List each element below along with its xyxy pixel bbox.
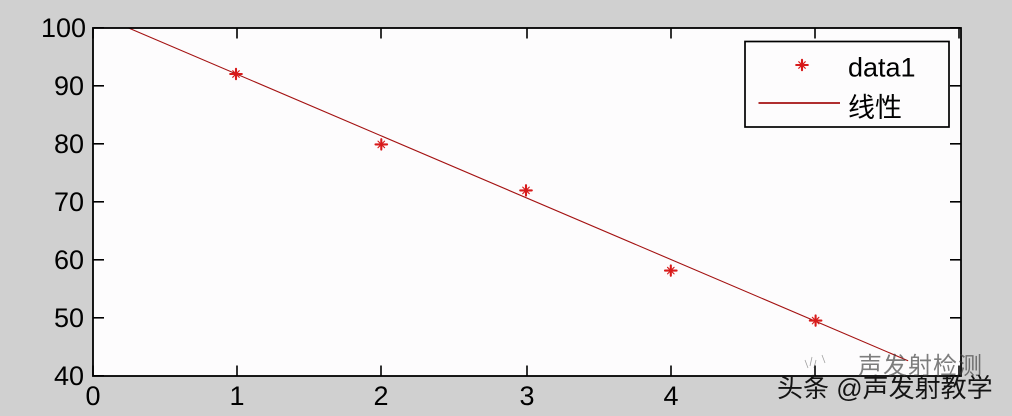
svg-text:4: 4 <box>663 381 678 411</box>
svg-text:70: 70 <box>54 187 84 217</box>
svg-text:80: 80 <box>54 129 84 159</box>
svg-text:0: 0 <box>85 381 100 411</box>
svg-text:50: 50 <box>54 303 84 333</box>
svg-text:90: 90 <box>54 71 84 101</box>
svg-text:100: 100 <box>41 13 86 43</box>
svg-text:线性: 线性 <box>848 93 902 123</box>
svg-text:1: 1 <box>229 381 244 411</box>
svg-text:60: 60 <box>54 245 84 275</box>
svg-text:头条 @声发射教学: 头条 @声发射教学 <box>777 373 993 403</box>
svg-text:40: 40 <box>54 361 84 391</box>
svg-text:data1: data1 <box>848 53 916 83</box>
svg-text:3: 3 <box>519 381 534 411</box>
svg-text:2: 2 <box>373 381 388 411</box>
